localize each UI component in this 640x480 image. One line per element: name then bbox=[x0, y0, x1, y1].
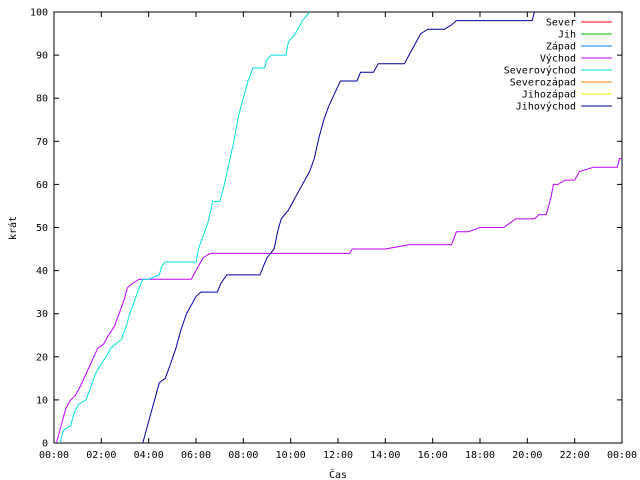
y-tick-label: 70 bbox=[36, 137, 48, 148]
x-tick-label: 22:00 bbox=[560, 450, 590, 461]
x-tick-label: 16:00 bbox=[418, 450, 448, 461]
y-tick-label: 50 bbox=[36, 223, 48, 234]
legend-label: Jihovýchod bbox=[516, 101, 576, 113]
y-tick-label: 10 bbox=[36, 395, 48, 406]
y-tick-label: 0 bbox=[42, 439, 48, 450]
y-tick-label: 30 bbox=[36, 309, 48, 320]
series-line-severovýchod bbox=[59, 11, 310, 444]
legend-label: Západ bbox=[546, 41, 576, 53]
series-lines bbox=[55, 11, 622, 444]
x-tick-label: 00:00 bbox=[607, 450, 637, 461]
x-tick-label: 14:00 bbox=[370, 450, 400, 461]
x-axis: 00:00 02:00 04:00 06:00 08:00 10:00 12:00 14:00… bbox=[39, 12, 637, 461]
y-tick-label: 40 bbox=[36, 266, 48, 277]
legend-label: Severozápad bbox=[510, 77, 576, 89]
x-tick-label: 02:00 bbox=[86, 450, 116, 461]
legend-label: Jihozápad bbox=[522, 89, 576, 101]
x-axis-label: Čas bbox=[329, 468, 347, 480]
x-tick-label: 00:00 bbox=[39, 450, 69, 461]
x-tick-label: 20:00 bbox=[512, 450, 542, 461]
x-tick-label: 06:00 bbox=[181, 450, 211, 461]
x-tick-label: 08:00 bbox=[228, 450, 258, 461]
y-axis: 0 10 20 30 40 50 60 70 80 90 100 bbox=[30, 8, 622, 450]
series-line-jihovýchod bbox=[142, 11, 535, 444]
y-tick-label: 80 bbox=[36, 94, 48, 105]
y-tick-label: 60 bbox=[36, 180, 48, 191]
x-tick-label: 18:00 bbox=[465, 450, 495, 461]
legend-label: Východ bbox=[540, 53, 576, 65]
x-tick-label: 12:00 bbox=[323, 450, 353, 461]
y-tick-label: 90 bbox=[36, 51, 48, 62]
legend: SeverJihZápadVýchodSeverovýchodSeverozáp… bbox=[504, 18, 612, 113]
legend-label: Jih bbox=[558, 30, 576, 41]
legend-label: Severovýchod bbox=[504, 65, 576, 77]
series-line-východ bbox=[55, 158, 622, 444]
y-tick-label: 100 bbox=[30, 8, 48, 19]
y-axis-label: krát bbox=[7, 216, 19, 240]
x-tick-label: 10:00 bbox=[276, 450, 306, 461]
y-tick-label: 20 bbox=[36, 352, 48, 363]
legend-label: Sever bbox=[546, 18, 576, 29]
x-tick-label: 04:00 bbox=[134, 450, 164, 461]
